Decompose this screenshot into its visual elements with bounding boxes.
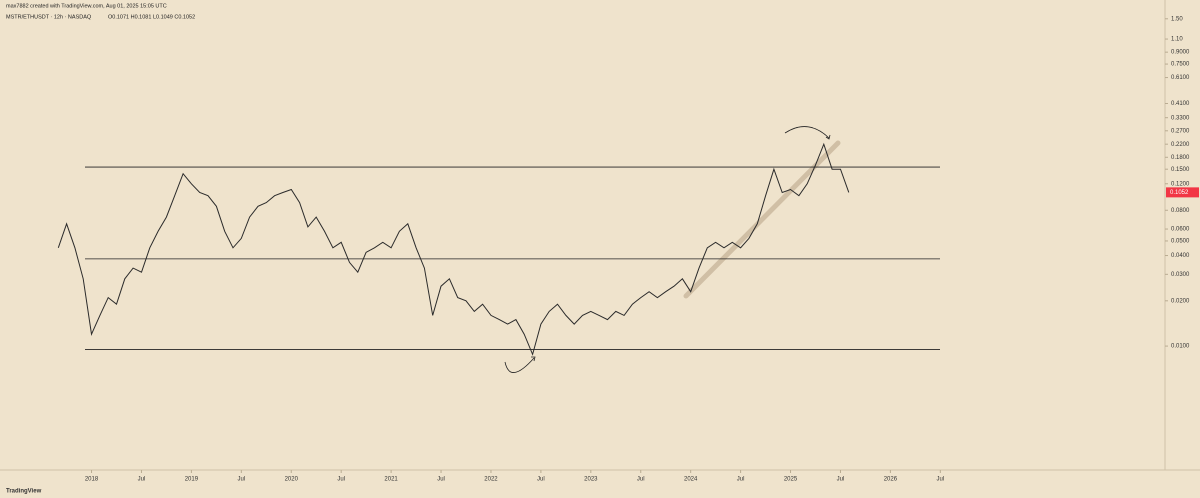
- arrow-drawing: [504, 357, 535, 373]
- arrow-drawing: [784, 126, 830, 139]
- y-tick-label: 0.1500: [1171, 167, 1190, 173]
- y-tick-label: 0.4100: [1171, 101, 1190, 107]
- x-tick-label: Jul: [837, 477, 845, 483]
- y-tick-label: 0.0500: [1171, 239, 1190, 245]
- x-tick-label: 2022: [484, 477, 498, 483]
- x-tick-label: 2025: [784, 477, 798, 483]
- x-tick-label: Jul: [737, 477, 745, 483]
- arrow-head: [825, 134, 831, 140]
- x-tick-label: 2019: [185, 477, 199, 483]
- last-price-label: 0.1052: [1170, 190, 1189, 196]
- x-tick-label: 2018: [85, 477, 99, 483]
- x-tick-label: 2021: [384, 477, 398, 483]
- y-tick-label: 0.1200: [1171, 181, 1190, 187]
- last-price-box: [1166, 187, 1199, 198]
- y-tick-label: 0.2200: [1171, 142, 1190, 148]
- x-tick-label: Jul: [637, 477, 645, 483]
- y-tick-label: 0.0400: [1171, 253, 1190, 259]
- x-tick-label: Jul: [537, 477, 545, 483]
- y-tick-label: 0.7500: [1171, 62, 1190, 68]
- brand: TradingView: [6, 489, 42, 495]
- x-tick-label: Jul: [237, 477, 245, 483]
- x-tick-label: Jul: [936, 477, 944, 483]
- x-tick-label: 2024: [684, 477, 698, 483]
- x-tick-label: 2023: [584, 477, 598, 483]
- trend-drawing: [683, 140, 841, 299]
- y-tick-label: 0.3300: [1171, 115, 1190, 121]
- y-tick-label: 0.2700: [1171, 128, 1190, 134]
- x-tick-label: 2020: [285, 477, 299, 483]
- y-tick-label: 0.0600: [1171, 227, 1190, 233]
- y-tick-label: 1.50: [1171, 16, 1183, 22]
- y-tick-label: 0.0300: [1171, 272, 1190, 278]
- arrow-head: [531, 356, 536, 362]
- x-tick-label: Jul: [138, 477, 146, 483]
- x-tick-label: Jul: [337, 477, 345, 483]
- price-line: [57, 142, 850, 356]
- y-tick-label: 0.6100: [1171, 75, 1190, 81]
- y-tick-label: 0.9000: [1171, 50, 1190, 56]
- symbol: MSTR/ETHUSDT · 12h · NASDAQ: [6, 14, 92, 20]
- y-tick-label: 0.0200: [1171, 298, 1190, 304]
- x-tick-label: Jul: [437, 477, 445, 483]
- y-tick-label: 0.0800: [1171, 208, 1190, 214]
- y-tick-label: 0.1800: [1171, 155, 1190, 161]
- x-tick-label: 2026: [884, 477, 898, 483]
- y-tick-label: 0.0100: [1171, 344, 1190, 350]
- header-text: max7882 created with TradingView.com, Au…: [6, 3, 167, 9]
- ohlc: O0.1071 H0.1081 L0.1049 C0.1052: [108, 14, 195, 20]
- y-tick-label: 1.10: [1171, 37, 1183, 43]
